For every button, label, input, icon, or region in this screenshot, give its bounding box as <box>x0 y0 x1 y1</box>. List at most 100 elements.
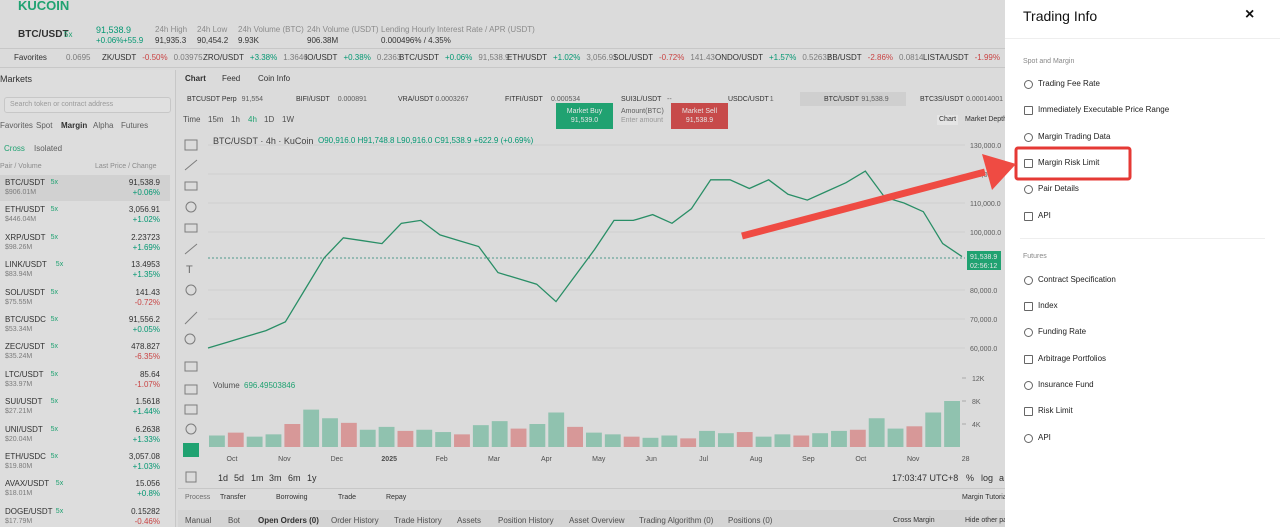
market-sell-label[interactable]: Market Sell <box>681 108 717 115</box>
ticker-item[interactable]: BTC/USDT +0.06% 91,538.9 <box>399 53 516 63</box>
quick-pair[interactable]: BIFI/USDT <box>296 96 330 103</box>
order-tab[interactable]: Trading Algorithm (0) <box>639 516 714 525</box>
markets-title[interactable]: Markets <box>0 74 33 84</box>
interval[interactable]: 15m <box>208 115 224 124</box>
quick-pair[interactable]: BTC3S/USDT <box>920 96 964 103</box>
modal-overlay[interactable] <box>0 0 1005 527</box>
view-tab[interactable]: Market Depth <box>965 116 1008 123</box>
ticker-item[interactable]: IO/USDT +0.38% 0.2363 <box>305 53 407 63</box>
market-tab[interactable]: Futures <box>121 121 149 130</box>
row-pair[interactable]: UNI/USDT <box>5 424 43 434</box>
interval[interactable]: 1D <box>264 115 275 124</box>
quick-pair[interactable]: BTCUSDT Perp <box>187 96 237 103</box>
drawer-item[interactable]: Funding Rate <box>1038 327 1087 336</box>
interval[interactable]: 1h <box>231 115 240 124</box>
drawer-item[interactable]: API <box>1038 433 1051 442</box>
interval[interactable]: Time <box>183 115 201 124</box>
order-tab[interactable]: Open Orders (0) <box>258 516 319 525</box>
ticker-item[interactable]: ZK/USDT -0.50% 0.03975 <box>102 53 209 63</box>
drawer-item[interactable]: Contract Specification <box>1038 275 1116 284</box>
order-tab[interactable]: Position History <box>498 516 554 525</box>
drawer-item[interactable]: Margin Risk Limit <box>1038 158 1100 167</box>
scale-option[interactable]: log <box>981 473 994 483</box>
margin-mode[interactable]: Cross <box>4 144 25 153</box>
order-tab[interactable]: Assets <box>457 516 482 525</box>
market-tab[interactable]: Margin <box>61 121 88 130</box>
drawer-item[interactable]: Margin Trading Data <box>1038 132 1111 141</box>
logo[interactable]: KUCOIN <box>18 0 70 13</box>
quick-pair[interactable]: FITFI/USDT <box>505 96 543 103</box>
ticker-item[interactable]: ONDO/USDT +1.57% 0.52632 <box>715 53 837 63</box>
row-pair[interactable]: LINK/USDT <box>5 260 47 270</box>
drawer-item[interactable]: Index <box>1038 301 1058 310</box>
order-tab[interactable]: Trade History <box>394 516 442 525</box>
scale-option[interactable]: a <box>999 473 1005 483</box>
interval[interactable]: 1W <box>282 115 294 124</box>
pair[interactable]: BTC/USDT <box>18 29 69 40</box>
range-button[interactable]: 6m <box>288 473 301 483</box>
market-tab[interactable]: Spot <box>36 121 53 130</box>
hide-checkbox[interactable]: Hide other pa <box>965 517 1008 524</box>
margin-mode[interactable]: Isolated <box>34 144 63 153</box>
order-tab[interactable]: Order History <box>331 516 379 525</box>
view-tab[interactable]: Chart <box>937 115 959 125</box>
drawer-item[interactable]: Arbitrage Portfolios <box>1038 354 1107 363</box>
drawer-item[interactable]: API <box>1038 211 1051 220</box>
process-step[interactable]: Repay <box>386 494 407 501</box>
amount-input[interactable]: Enter amount <box>621 117 664 124</box>
order-tab[interactable]: Positions (0) <box>728 516 773 525</box>
quick-pair[interactable]: USDC/USDT <box>728 96 769 103</box>
range-button[interactable]: 1d <box>218 473 229 483</box>
interval[interactable]: 4h <box>248 115 257 124</box>
scale-option[interactable]: % <box>966 473 975 483</box>
market-sell-button[interactable] <box>671 103 728 129</box>
close-button[interactable]: × <box>1245 6 1255 23</box>
row-pair[interactable]: DOGE/USDT <box>5 506 53 516</box>
quick-pair[interactable]: SUI3L/USDT <box>621 96 662 103</box>
row-pair[interactable]: LTC/USDT <box>5 369 44 379</box>
row-pair[interactable]: SUI/USDT <box>5 397 43 407</box>
range-button[interactable]: 1m <box>251 473 264 483</box>
quick-pair[interactable]: VRA/USDT <box>398 96 434 103</box>
market-buy-price[interactable]: 91,539.0 <box>570 117 599 124</box>
favorites[interactable]: Favorites <box>14 53 47 62</box>
market-tab[interactable]: Favorites <box>0 121 33 130</box>
row-pair[interactable]: BTC/USDC <box>5 315 46 324</box>
market-buy-label[interactable]: Market Buy <box>566 108 603 115</box>
drawer-item[interactable]: Risk Limit <box>1038 406 1073 415</box>
row-pair[interactable]: BTC/USDT <box>5 178 45 187</box>
process-step[interactable]: Borrowing <box>276 494 308 501</box>
margin-select[interactable]: Cross Margin <box>893 517 935 524</box>
ticker-item[interactable]: ETH/USDT +1.02% 3,056.91 <box>507 53 624 63</box>
range-button[interactable]: 5d <box>234 473 245 483</box>
market-sell-price[interactable]: 91,538.9 <box>685 117 714 124</box>
range-button[interactable]: 1y <box>307 473 317 483</box>
search-box[interactable] <box>4 97 171 113</box>
market-buy-button[interactable] <box>556 103 613 129</box>
ticker-item[interactable]: SOL/USDT -0.72% 141.43 <box>613 53 721 63</box>
chart-tab[interactable]: Coin Info <box>258 74 291 83</box>
row-pair[interactable]: ETH/USDC <box>5 452 46 461</box>
row-pair[interactable]: SOL/USDT <box>5 287 46 297</box>
row-pair[interactable]: ETH/USDT <box>5 205 45 215</box>
drawer-item[interactable]: Trading Fee Rate <box>1038 79 1100 88</box>
ticker-item[interactable]: ZRO/USDT +3.38% 1.3646 <box>203 53 314 63</box>
tutorial-link[interactable]: Margin Tutorial <box>962 494 1009 501</box>
drawer-item[interactable]: Pair Details <box>1038 184 1079 193</box>
process-step[interactable]: Transfer <box>220 494 246 501</box>
row-pair[interactable]: XRP/USDT <box>5 232 46 242</box>
drawer-item[interactable]: Immediately Executable Price Range <box>1038 105 1170 114</box>
search-placeholder[interactable]: Search token or contract address <box>10 101 114 108</box>
market-tab[interactable]: Alpha <box>93 121 114 130</box>
order-tab[interactable]: Manual <box>185 516 212 525</box>
chart-tab[interactable]: Chart <box>185 74 206 83</box>
order-tab[interactable]: Asset Overview <box>569 516 625 525</box>
ticker-item[interactable]: 0.0695 <box>66 53 96 63</box>
process-step[interactable]: Trade <box>338 494 357 501</box>
quick-pair[interactable]: BTC/USDT <box>824 96 859 103</box>
ticker-item[interactable]: BB/USDT -2.86% 0.0814 <box>827 53 930 63</box>
row-pair[interactable]: ZEC/USDT <box>5 342 45 352</box>
range-button[interactable]: 3m <box>269 473 282 483</box>
row-pair[interactable]: AVAX/USDT <box>5 479 50 489</box>
chart-tab[interactable]: Feed <box>222 74 241 83</box>
